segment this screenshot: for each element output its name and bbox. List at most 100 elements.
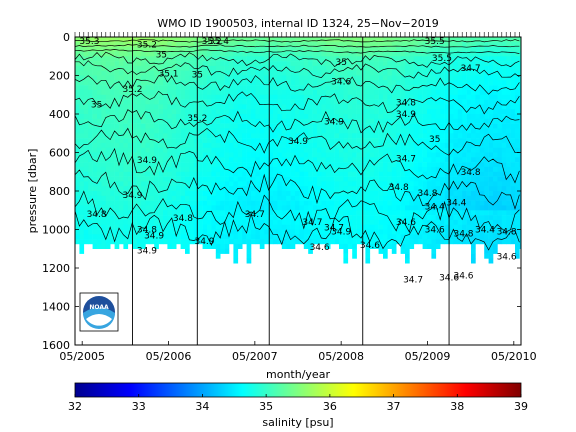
salinity-cell [264,133,269,139]
salinity-cell [449,142,454,148]
salinity-cell [264,37,269,43]
salinity-cell [400,239,406,245]
salinity-cell [435,205,441,211]
salinity-cell [444,89,450,95]
salinity-cell [123,138,129,144]
salinity-cell [317,94,322,100]
salinity-cell [105,234,111,240]
salinity-cell [378,229,384,235]
salinity-cell [365,239,371,245]
salinity-cell [255,215,261,221]
salinity-cell [365,186,371,192]
salinity-cell [466,41,472,47]
salinity-cell [75,41,80,47]
salinity-cell [79,205,85,211]
salinity-cell [180,243,186,249]
salinity-cell [475,195,481,201]
salinity-cell [233,128,239,134]
salinity-cell [391,104,397,110]
salinity-cell [268,229,274,235]
salinity-cell [273,176,278,182]
salinity-cell [378,157,384,163]
salinity-cell [290,128,296,134]
salinity-cell [299,123,305,129]
salinity-cell [374,94,379,100]
salinity-cell [510,56,516,62]
salinity-cell [242,85,247,91]
salinity-cell [365,123,371,129]
salinity-cell [251,162,256,168]
salinity-cell [418,200,423,206]
salinity-cell [510,215,516,221]
salinity-cell [207,229,212,235]
salinity-cell [286,195,291,201]
salinity-cell [163,61,168,67]
salinity-cell [453,224,459,230]
salinity-cell [123,243,129,249]
salinity-cell [114,142,120,148]
salinity-cell [427,186,432,192]
salinity-cell [281,171,287,177]
salinity-cell [413,181,419,187]
salinity-cell [453,65,459,71]
salinity-cell [189,41,195,47]
salinity-cell [176,229,181,235]
salinity-cell [268,104,274,110]
salinity-cell [202,41,208,47]
salinity-cell [422,138,428,144]
salinity-cell [255,75,261,81]
colorbar-tick-label: 34 [195,400,209,413]
salinity-cell [431,157,437,163]
salinity-cell [339,162,344,168]
salinity-cell [237,157,243,163]
salinity-cell [466,80,472,86]
salinity-cell [449,171,454,177]
salinity-cell [132,219,137,225]
contour-label: 34.7 [324,224,344,234]
salinity-cell [220,133,225,139]
salinity-cell [198,157,203,163]
salinity-cell [215,248,221,254]
salinity-cell [466,162,472,168]
salinity-cell [163,191,168,197]
salinity-cell [422,70,428,76]
salinity-cell [259,133,265,139]
salinity-cell [444,41,450,47]
salinity-cell [493,166,498,172]
salinity-cell [444,219,450,225]
salinity-cell [75,133,80,139]
salinity-cell [251,51,256,57]
salinity-cell [154,133,159,139]
salinity-cell [171,142,177,148]
salinity-cell [413,186,419,192]
salinity-cell [427,210,432,216]
salinity-cell [387,75,393,81]
salinity-cell [409,94,415,100]
salinity-cell [321,239,327,245]
salinity-cell [435,215,441,221]
salinity-cell [519,195,521,201]
salinity-cell [431,191,437,197]
salinity-cell [493,99,498,105]
salinity-cell [136,162,142,168]
salinity-cell [317,229,322,235]
salinity-cell [295,200,300,206]
salinity-cell [488,186,494,192]
salinity-cell [264,51,269,57]
salinity-cell [127,224,133,230]
salinity-cell [356,224,362,230]
salinity-cell [427,114,432,120]
salinity-cell [207,118,212,124]
salinity-cell [193,166,199,172]
profile-column [277,37,283,245]
salinity-cell [145,162,151,168]
salinity-cell [149,171,155,177]
salinity-cell [141,191,146,197]
salinity-cell [484,205,489,211]
salinity-cell [422,61,428,67]
salinity-cell [409,176,415,182]
salinity-cell [149,239,155,245]
salinity-cell [422,104,428,110]
salinity-cell [435,162,441,168]
salinity-cell [334,224,340,230]
